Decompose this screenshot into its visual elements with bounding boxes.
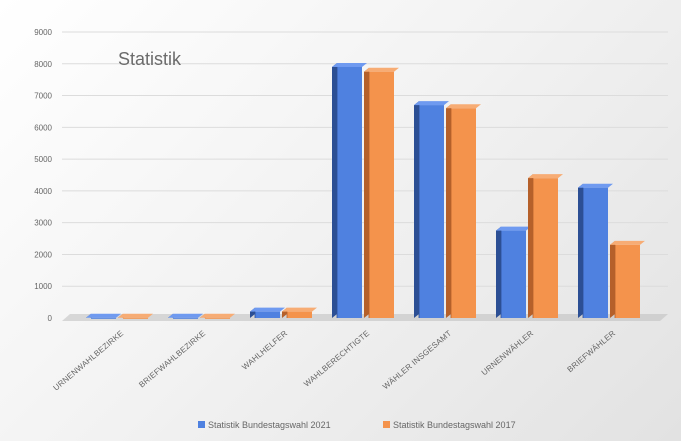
y-tick-label: 2000 — [34, 250, 52, 259]
bar-top — [86, 313, 121, 318]
y-axis: 0 1000 2000 3000 4000 5000 6000 7000 8000 9000 — [34, 28, 52, 323]
bar-top — [446, 104, 481, 109]
bar-top — [168, 313, 203, 318]
bar-top — [578, 183, 613, 188]
bar-series-2017 — [364, 67, 399, 318]
bar-front — [419, 105, 444, 318]
bar-top — [200, 313, 235, 318]
bar-side — [364, 67, 369, 318]
bar-front — [615, 244, 640, 318]
bar-side — [496, 226, 501, 318]
y-tick-label: 4000 — [34, 187, 52, 196]
y-tick-label: 6000 — [34, 123, 52, 132]
legend-item: Statistik Bundestagswahl 2017 — [383, 420, 516, 430]
y-tick-label: 9000 — [34, 28, 52, 37]
bars-layer — [86, 62, 645, 319]
bar-top — [118, 313, 153, 318]
x-axis: URNENWAHLBEZIRKE BRIEFWAHLBEZIRKE WAHLHELF… — [52, 329, 618, 393]
bar-front — [583, 187, 608, 318]
y-tick-label: 3000 — [34, 219, 52, 228]
legend-swatch — [198, 421, 205, 428]
bar-front — [337, 66, 362, 318]
bar-front — [173, 317, 198, 319]
bar-front — [369, 71, 394, 318]
bar-top — [610, 240, 645, 245]
bar-series-2021 — [332, 62, 367, 319]
bar-series-2021 — [168, 313, 203, 319]
bar-top — [364, 67, 399, 72]
bar-top — [332, 62, 367, 67]
legend-item: Statistik Bundestagswahl 2021 — [198, 420, 331, 430]
chart-title: Statistik — [118, 49, 182, 69]
bar-side — [414, 101, 419, 318]
y-tick-label: 1000 — [34, 282, 52, 291]
category-label: WÄHLER INSGESAMT — [381, 329, 453, 392]
bar-front — [287, 311, 312, 318]
bar-series-2017 — [528, 174, 563, 318]
bar-front — [501, 230, 526, 318]
bar-series-2017 — [118, 313, 153, 319]
bar-side — [578, 183, 583, 318]
y-tick-label: 7000 — [34, 92, 52, 101]
legend: Statistik Bundestagswahl 2021 Statistik B… — [198, 420, 516, 430]
legend-label: Statistik Bundestagswahl 2021 — [208, 420, 331, 430]
bar-series-2021 — [578, 183, 613, 318]
category-label: URNENWÄHLER — [480, 329, 535, 378]
legend-label: Statistik Bundestagswahl 2017 — [393, 420, 516, 430]
bar-front — [451, 108, 476, 319]
bar-front — [205, 317, 230, 319]
bar-series-2017 — [446, 104, 481, 319]
bar-series-2021 — [496, 226, 531, 318]
bar-top — [496, 226, 531, 231]
bar-side — [528, 174, 533, 318]
bar-front — [123, 317, 148, 319]
legend-swatch — [383, 421, 390, 428]
bar-series-2021 — [86, 313, 121, 319]
bar-series-2021 — [250, 307, 285, 318]
bar-front — [91, 317, 116, 319]
bar-side — [332, 62, 337, 319]
bar-series-2017 — [610, 240, 645, 318]
category-label: BRIEFWAHLBEZIRKE — [137, 329, 207, 390]
bar-top — [414, 101, 449, 106]
bar-side — [610, 240, 615, 318]
bar-series-2021 — [414, 101, 449, 318]
bar-side — [446, 104, 451, 319]
bar-front — [533, 178, 558, 318]
bar-top — [250, 307, 285, 312]
bar-top — [282, 307, 317, 312]
category-label: WAHLHELFER — [240, 329, 289, 372]
bar-series-2017 — [200, 313, 235, 319]
bar-front — [255, 311, 280, 318]
category-label: WAHLBERECHTIGTE — [302, 329, 371, 389]
bar-series-2017 — [282, 307, 317, 318]
y-tick-label: 8000 — [34, 60, 52, 69]
y-tick-label: 5000 — [34, 155, 52, 164]
bar-top — [528, 174, 563, 179]
y-tick-label: 0 — [48, 314, 53, 323]
category-label: BRIEFWÄHLER — [566, 329, 618, 374]
category-label: URNENWAHLBEZIRKE — [52, 329, 126, 393]
